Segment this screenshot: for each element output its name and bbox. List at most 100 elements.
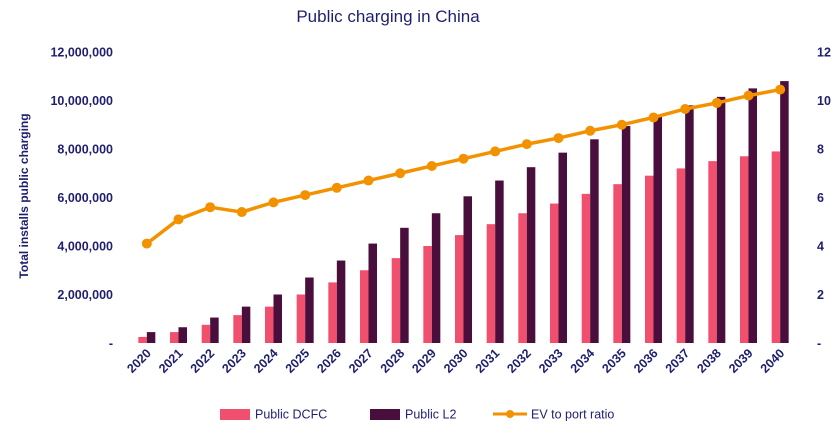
x-tick-label: 2040 [758, 346, 788, 376]
x-tick-label: 2022 [188, 346, 218, 376]
bar-public-dcfc [265, 306, 274, 344]
bar-public-l2 [495, 180, 504, 343]
x-tick-label: 2035 [599, 346, 629, 376]
x-tick-label: 2023 [219, 346, 249, 376]
ratio-point [205, 202, 216, 213]
ratio-point [711, 97, 722, 108]
y2-tick-label: 6 [817, 191, 824, 205]
x-tick-label: 2034 [568, 346, 598, 376]
bar-public-dcfc [581, 193, 591, 343]
y-axis-right: - 2 4 6 8 10 12 [817, 46, 831, 351]
y2-tick-label: 12 [817, 46, 831, 60]
ratio-point [490, 146, 501, 157]
bar-public-l2 [305, 277, 314, 343]
bar-public-dcfc [296, 294, 306, 343]
x-tick-label: 2032 [504, 346, 534, 376]
bar-public-dcfc [645, 175, 654, 343]
bar-public-dcfc [201, 324, 211, 343]
ratio-point [141, 238, 152, 249]
ratio-point [680, 103, 691, 114]
x-tick-label: 2038 [694, 346, 724, 376]
x-tick-label: 2036 [631, 346, 661, 376]
bar-public-l2 [621, 125, 631, 344]
x-tick-label: 2028 [378, 346, 408, 376]
bar-public-l2 [336, 260, 346, 343]
bar-public-dcfc [360, 270, 369, 343]
bar-public-dcfc [676, 168, 686, 343]
x-axis: 2020 2021 2022 2023 2024 2025 2026 2027 2028 2029… [124, 346, 787, 376]
bar-public-dcfc [455, 235, 464, 343]
bar-public-dcfc [771, 151, 781, 343]
bar-public-dcfc [486, 224, 496, 343]
bar-public-l2 [431, 213, 441, 343]
bar-public-l2 [558, 152, 567, 343]
bar-public-dcfc [518, 213, 527, 343]
bar-public-l2 [146, 332, 156, 343]
y2-tick-label: 10 [817, 94, 831, 108]
legend-label: Public DCFC [255, 408, 327, 422]
ratio-point [553, 133, 564, 144]
ratio-point [521, 139, 532, 150]
bar-public-l2 [590, 139, 599, 343]
legend-label: EV to port ratio [531, 408, 614, 422]
bar-public-l2 [716, 96, 726, 343]
legend-swatch [220, 409, 250, 420]
ratio-point [585, 125, 596, 136]
ratio-point [775, 84, 786, 95]
bar-public-dcfc [613, 184, 622, 343]
y-tick-label: 10,000,000 [50, 94, 113, 108]
bar-public-l2 [463, 196, 472, 343]
bar-public-dcfc [328, 282, 337, 344]
bar-public-l2 [241, 306, 251, 344]
bar-public-l2 [273, 294, 282, 343]
bar-public-l2 [685, 105, 694, 343]
ratio-point [616, 119, 627, 130]
y2-tick-label: - [817, 337, 821, 351]
bar-public-l2 [400, 227, 409, 343]
bar-public-dcfc [740, 156, 749, 343]
y-tick-label: 8,000,000 [57, 143, 113, 157]
y2-tick-label: 2 [817, 288, 824, 302]
bar-public-dcfc [423, 246, 432, 343]
x-tick-label: 2039 [726, 346, 756, 376]
y2-tick-label: 4 [817, 240, 824, 254]
ratio-point [363, 175, 374, 186]
x-tick-label: 2031 [473, 346, 503, 376]
ratio-point [458, 153, 469, 164]
ratio-point [331, 182, 342, 193]
x-tick-label: 2033 [536, 346, 566, 376]
bar-layer [138, 81, 789, 344]
legend-swatch-marker [506, 410, 514, 418]
x-tick-label: 2024 [251, 346, 281, 376]
y-tick-label: - [109, 337, 113, 351]
bar-public-dcfc [708, 161, 717, 344]
x-tick-label: 2025 [283, 346, 313, 376]
bar-public-l2 [368, 243, 377, 343]
chart-title: Public charging in China [296, 7, 480, 26]
bar-public-l2 [526, 167, 536, 343]
ratio-point [395, 168, 406, 179]
bar-public-dcfc [170, 332, 179, 343]
ratio-point [648, 112, 659, 123]
x-tick-label: 2020 [124, 346, 154, 376]
ratio-point [268, 197, 279, 208]
bar-public-l2 [178, 327, 187, 343]
x-tick-label: 2026 [314, 346, 344, 376]
legend: Public DCFC Public L2 EV to port ratio [220, 408, 614, 422]
ratio-point [743, 90, 754, 101]
y2-tick-label: 8 [817, 143, 824, 157]
y-tick-label: 12,000,000 [50, 46, 113, 60]
x-tick-label: 2029 [409, 346, 439, 376]
legend-label: Public L2 [405, 408, 456, 422]
y-tick-label: 6,000,000 [57, 191, 113, 205]
bar-public-dcfc [391, 258, 401, 344]
y-tick-label: 2,000,000 [57, 288, 113, 302]
x-tick-label: 2030 [441, 346, 471, 376]
bar-public-l2 [748, 88, 757, 344]
legend-swatch [370, 409, 400, 420]
line-layer [141, 84, 786, 249]
x-tick-label: 2027 [346, 346, 376, 376]
ratio-point [236, 207, 247, 218]
